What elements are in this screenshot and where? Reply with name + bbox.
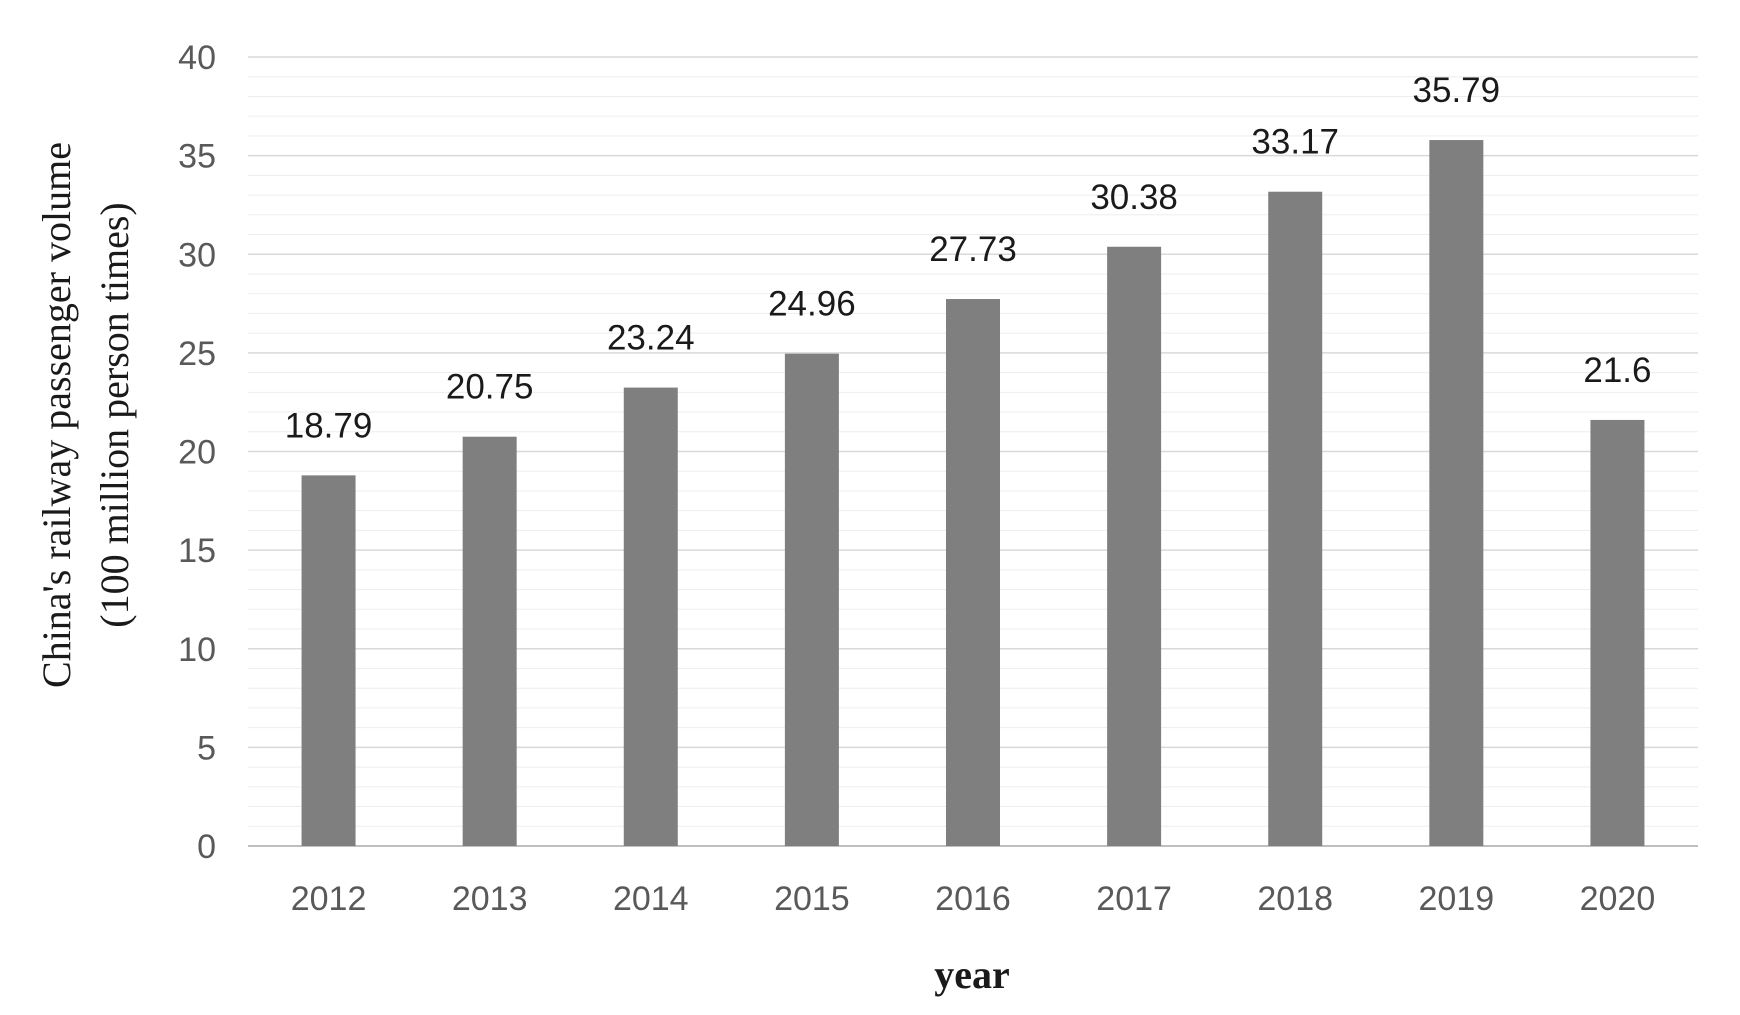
data-label-2018: 33.17 bbox=[1251, 123, 1339, 162]
data-label-2019: 35.79 bbox=[1413, 71, 1501, 110]
x-tick-label: 2018 bbox=[1257, 880, 1333, 918]
data-labels: 18.79 20.75 23.24 24.96 27.73 30.38 33.17 35.79… bbox=[285, 71, 1652, 445]
bar-2017 bbox=[1107, 246, 1162, 846]
data-label-2012: 18.79 bbox=[285, 406, 373, 445]
data-label-2013: 20.75 bbox=[446, 368, 534, 407]
bar-2019 bbox=[1429, 140, 1484, 847]
x-tick-label: 2014 bbox=[613, 880, 689, 918]
x-tick-label: 2013 bbox=[452, 880, 528, 918]
y-tick-label: 15 bbox=[178, 532, 216, 570]
x-tick-label: 2012 bbox=[291, 880, 367, 918]
y-tick-label: 20 bbox=[178, 434, 216, 472]
y-tick-label: 5 bbox=[197, 729, 216, 767]
y-axis-title-line2: (100 million person times) bbox=[92, 202, 137, 628]
y-axis-ticks: 0 5 10 15 20 25 30 35 40 bbox=[178, 39, 216, 866]
x-tick-label: 2016 bbox=[935, 880, 1011, 918]
x-tick-label: 2017 bbox=[1096, 880, 1172, 918]
bar-2018 bbox=[1268, 191, 1323, 847]
y-axis-title-line1: China's railway passenger volume bbox=[34, 142, 79, 688]
x-axis-title: year bbox=[934, 952, 1010, 997]
bar-2014 bbox=[623, 387, 678, 846]
bar-2015 bbox=[784, 353, 839, 846]
bar-2020 bbox=[1590, 419, 1645, 846]
y-tick-label: 0 bbox=[197, 828, 216, 866]
x-axis-ticks: 2012 2013 2014 2015 2016 2017 2018 2019 2020 bbox=[291, 880, 1656, 918]
y-tick-label: 35 bbox=[178, 138, 216, 176]
bar-2013 bbox=[462, 436, 517, 846]
data-label-2016: 27.73 bbox=[929, 230, 1017, 269]
y-tick-label: 40 bbox=[178, 39, 216, 77]
y-tick-label: 30 bbox=[178, 236, 216, 274]
x-tick-label: 2019 bbox=[1419, 880, 1495, 918]
x-tick-label: 2020 bbox=[1580, 880, 1656, 918]
y-tick-label: 25 bbox=[178, 335, 216, 373]
data-label-2020: 21.6 bbox=[1583, 351, 1651, 390]
data-label-2015: 24.96 bbox=[768, 285, 856, 324]
x-tick-label: 2015 bbox=[774, 880, 850, 918]
bar-2016 bbox=[946, 299, 1000, 846]
bars bbox=[301, 140, 1645, 847]
data-label-2017: 30.38 bbox=[1090, 178, 1178, 217]
y-tick-label: 10 bbox=[178, 631, 216, 669]
bar-2012 bbox=[301, 475, 356, 846]
data-label-2014: 23.24 bbox=[607, 319, 695, 358]
